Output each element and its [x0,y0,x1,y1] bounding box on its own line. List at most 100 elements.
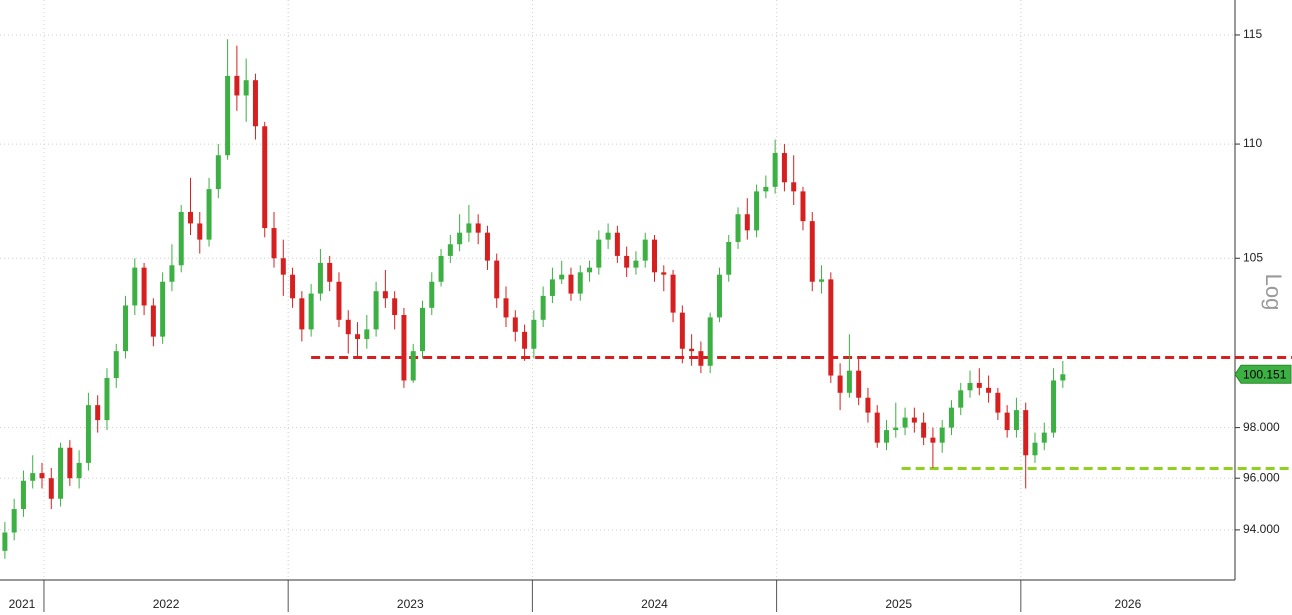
candle-body [67,447,73,479]
candle-body [670,274,676,313]
candle-body [345,319,351,335]
candle-body [234,75,240,96]
y-tick-label: 94.000 [1243,522,1280,536]
y-tick-label: 115 [1243,27,1262,41]
x-tick-label: 2021 [9,597,36,611]
candle-body [522,331,528,349]
candle-body [1032,442,1038,456]
candle-body [716,274,722,318]
candle-body [225,75,231,156]
candle-body [1004,412,1010,431]
candle-body [948,407,954,428]
candle-body [828,279,834,376]
candle-body [930,437,936,443]
candle-body [809,221,815,282]
candle-body [39,473,45,479]
candle-body [911,417,917,423]
x-tick-label: 2022 [153,597,180,611]
candle-body [568,274,574,294]
candle-body [587,267,593,273]
candle-body [754,191,760,231]
candle-body [893,427,899,431]
candle-body [419,307,425,352]
candle-body [104,378,110,421]
candle-body [689,348,695,352]
candle-body [698,351,704,366]
candle-body [11,509,17,533]
candle-body [150,305,156,337]
candle-body [503,298,509,318]
candle-body [113,351,119,379]
y-tick-label: 96.000 [1243,470,1280,484]
candle-body [958,390,964,408]
candle-body [364,329,370,340]
y-tick-label: 98.000 [1243,420,1280,434]
candle-body [382,291,388,299]
candle-body [865,397,871,413]
candle-body [1041,432,1047,443]
candle-body [986,387,992,393]
candle-body [512,317,518,332]
candle-body [939,427,945,443]
x-tick-label: 2026 [1115,597,1142,611]
candle-body [874,412,880,443]
candle-body [633,260,639,268]
candle-body [976,382,982,388]
candle-body [262,126,268,229]
candle-body [206,189,212,240]
candle-body [661,272,667,275]
candle-body [271,228,277,259]
candle-body [494,260,500,299]
candle-body [484,232,490,261]
candle-body [902,417,908,428]
candle-body [429,281,435,308]
candle-body [317,262,323,294]
candle-body [20,480,26,510]
candle-body [577,272,583,294]
candle-body [614,232,620,256]
candle-body [624,255,630,268]
candle-body [401,315,407,381]
candle-body [178,211,184,266]
candle-body [475,223,481,233]
candle-body [1013,410,1019,431]
candle-body [605,232,611,240]
candle-body [707,317,713,366]
candle-body [837,375,843,393]
y-tick-label: 110 [1243,136,1262,150]
candle-body [290,274,296,299]
candle-body [531,319,537,349]
candle-body [141,267,147,306]
candle-body [559,274,565,280]
candle-body [76,462,82,479]
candle-body [466,223,472,233]
candle-body [132,267,138,306]
candle-body [48,478,54,499]
candle-body [457,232,463,245]
candle-body [781,153,787,183]
candle-body [30,473,36,481]
log-label: Log [1261,274,1286,311]
candle-body [1051,380,1057,433]
x-tick-label: 2024 [641,597,668,611]
candle-body [735,214,741,242]
candle-body [995,392,1001,413]
candle-body [327,262,333,282]
candle-body [642,239,648,261]
x-tick-label: 2025 [885,597,912,611]
candle-body [252,80,258,127]
candle-body [540,295,546,320]
candle-body [187,211,193,224]
candle-body [280,258,286,275]
candle-body [791,182,797,192]
candle-body [308,293,314,330]
candle-body [763,186,769,192]
candle-body [2,532,8,551]
candle-body [549,279,555,296]
candle-body [884,430,890,443]
candle-body [58,447,64,499]
candle-body [160,281,166,337]
candle-body [1023,410,1029,456]
